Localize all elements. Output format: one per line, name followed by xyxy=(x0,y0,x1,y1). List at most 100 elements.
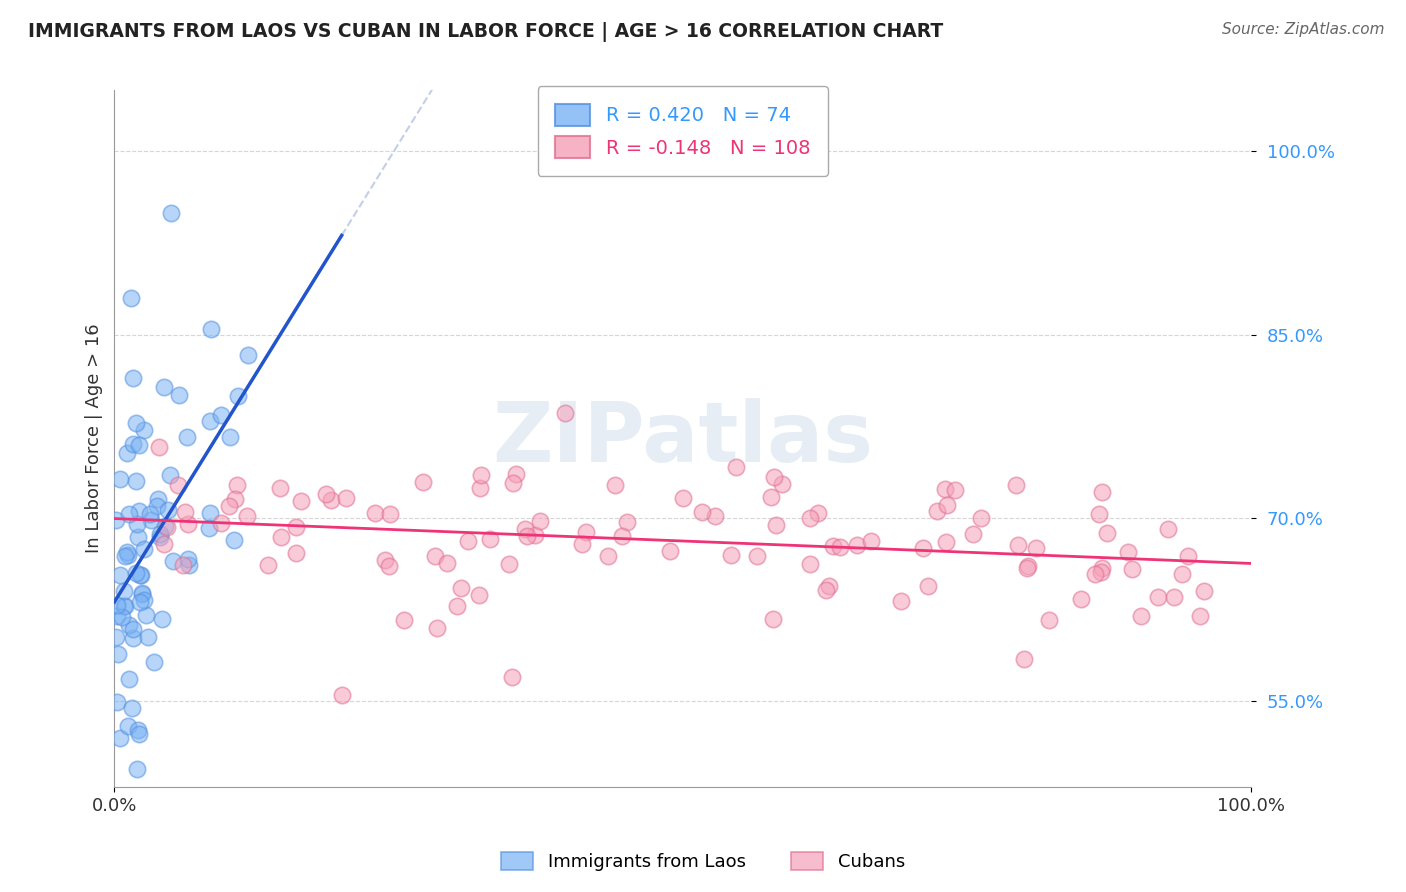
Point xyxy=(118,507,141,521)
Point xyxy=(224,492,246,507)
Point xyxy=(112,599,135,614)
Point xyxy=(160,205,183,219)
Point xyxy=(529,514,551,528)
Point xyxy=(129,567,152,582)
Point xyxy=(127,723,149,737)
Point xyxy=(720,549,742,563)
Point xyxy=(450,581,472,595)
Point xyxy=(284,546,307,560)
Point xyxy=(1017,561,1039,575)
Point xyxy=(1005,478,1028,492)
Point xyxy=(176,430,198,444)
Point xyxy=(315,487,337,501)
Point xyxy=(1012,651,1035,665)
Point xyxy=(936,498,959,512)
Point xyxy=(515,522,537,536)
Point xyxy=(114,599,136,613)
Point xyxy=(117,545,139,559)
Point xyxy=(1025,541,1047,556)
Point xyxy=(1091,561,1114,575)
Point xyxy=(104,631,127,645)
Point xyxy=(105,695,128,709)
Point xyxy=(799,558,821,572)
Point xyxy=(1038,613,1060,627)
Point xyxy=(374,553,396,567)
Point xyxy=(659,544,682,558)
Point xyxy=(198,506,221,520)
Point xyxy=(524,528,547,542)
Point xyxy=(970,510,993,524)
Point xyxy=(1116,545,1139,559)
Point xyxy=(468,588,491,602)
Point xyxy=(704,509,727,524)
Point xyxy=(105,598,128,612)
Point xyxy=(1163,590,1185,604)
Point xyxy=(125,516,148,531)
Point xyxy=(129,568,152,582)
Point xyxy=(136,630,159,644)
Legend: R = 0.420   N = 74, R = -0.148   N = 108: R = 0.420 N = 74, R = -0.148 N = 108 xyxy=(537,87,828,176)
Point xyxy=(1091,484,1114,499)
Point xyxy=(505,467,527,481)
Point xyxy=(177,517,200,532)
Point xyxy=(762,470,785,484)
Point xyxy=(139,513,162,527)
Point xyxy=(124,416,146,430)
Point xyxy=(112,583,135,598)
Point xyxy=(1192,583,1215,598)
Point xyxy=(179,558,201,573)
Point xyxy=(148,440,170,454)
Point xyxy=(817,579,839,593)
Point xyxy=(799,511,821,525)
Point xyxy=(125,474,148,488)
Point xyxy=(127,530,149,544)
Point xyxy=(222,533,245,547)
Point xyxy=(1017,559,1039,574)
Point xyxy=(364,506,387,520)
Point xyxy=(209,408,232,422)
Point xyxy=(153,519,176,533)
Point xyxy=(139,508,162,522)
Point xyxy=(1070,591,1092,606)
Point xyxy=(156,520,179,534)
Point xyxy=(815,583,838,598)
Point xyxy=(115,446,138,460)
Point xyxy=(457,534,479,549)
Point xyxy=(135,608,157,623)
Point xyxy=(412,475,434,489)
Point xyxy=(257,558,280,573)
Point xyxy=(174,505,197,519)
Point xyxy=(378,559,401,574)
Point xyxy=(1189,608,1212,623)
Point xyxy=(108,472,131,486)
Point xyxy=(105,609,128,624)
Point xyxy=(152,379,174,393)
Point xyxy=(270,530,292,544)
Point xyxy=(821,539,844,553)
Legend: Immigrants from Laos, Cubans: Immigrants from Laos, Cubans xyxy=(494,845,912,879)
Text: IMMIGRANTS FROM LAOS VS CUBAN IN LABOR FORCE | AGE > 16 CORRELATION CHART: IMMIGRANTS FROM LAOS VS CUBAN IN LABOR F… xyxy=(28,22,943,42)
Point xyxy=(934,482,956,496)
Point xyxy=(159,468,181,483)
Point xyxy=(198,414,221,428)
Point xyxy=(1177,549,1199,563)
Point xyxy=(236,508,259,523)
Point xyxy=(117,719,139,733)
Point xyxy=(1157,522,1180,536)
Point xyxy=(912,541,935,556)
Point xyxy=(148,492,170,507)
Point xyxy=(152,537,174,551)
Point xyxy=(1146,590,1168,604)
Point xyxy=(335,491,357,506)
Point xyxy=(121,622,143,636)
Point xyxy=(672,491,695,506)
Point xyxy=(127,762,149,776)
Point xyxy=(236,348,259,362)
Point xyxy=(426,621,449,635)
Point xyxy=(603,478,626,492)
Point xyxy=(132,592,155,607)
Point xyxy=(725,459,748,474)
Point xyxy=(125,566,148,580)
Point xyxy=(446,599,468,613)
Point xyxy=(226,478,249,492)
